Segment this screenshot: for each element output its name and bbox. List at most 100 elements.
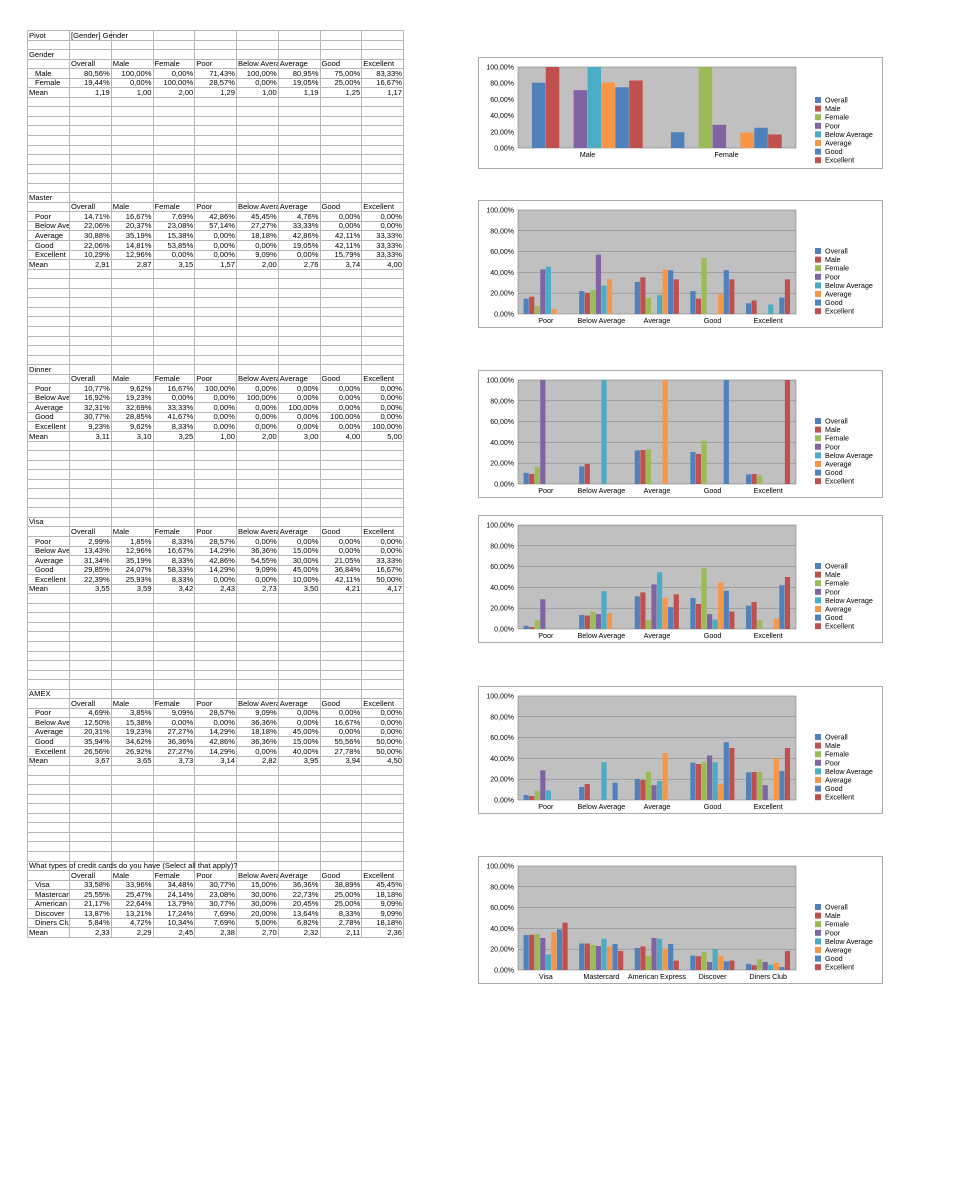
empty-cell[interactable] (236, 497, 279, 509)
empty-cell[interactable] (69, 631, 112, 642)
row-label[interactable]: Below Average (27, 220, 70, 232)
empty-cell[interactable] (152, 335, 196, 347)
empty-cell[interactable] (361, 812, 404, 824)
value-cell[interactable]: 0,00% (277, 392, 321, 404)
empty-cell[interactable] (27, 39, 70, 51)
empty-cell[interactable] (27, 870, 70, 881)
empty-cell[interactable] (319, 469, 363, 480)
empty-cell[interactable] (152, 287, 196, 299)
value-cell[interactable]: 25,93% (110, 574, 154, 585)
value-cell[interactable]: 0,00% (236, 77, 279, 89)
empty-cell[interactable] (27, 669, 70, 681)
empty-cell[interactable] (236, 306, 279, 318)
value-cell[interactable]: 20,31% (69, 726, 112, 738)
value-cell[interactable]: 0,00% (194, 574, 237, 585)
empty-cell[interactable] (277, 831, 321, 843)
mean-value[interactable]: 4,50 (361, 755, 404, 767)
empty-cell[interactable] (277, 96, 321, 108)
value-cell[interactable]: 9,09% (361, 908, 404, 919)
empty-cell[interactable] (110, 803, 154, 814)
empty-cell[interactable] (194, 345, 237, 356)
mean-label[interactable]: Mean (27, 87, 70, 98)
empty-cell[interactable] (27, 803, 70, 814)
empty-cell[interactable] (27, 641, 70, 652)
empty-cell[interactable] (361, 440, 404, 452)
value-cell[interactable]: 36,36% (152, 736, 196, 747)
row-label[interactable]: Diners Club (27, 917, 70, 929)
empty-cell[interactable] (110, 96, 154, 108)
empty-cell[interactable] (194, 784, 237, 795)
column-header[interactable]: Poor (194, 58, 237, 70)
value-cell[interactable]: 0,00% (361, 402, 404, 413)
empty-cell[interactable] (194, 774, 237, 786)
empty-cell[interactable] (69, 106, 112, 117)
empty-cell[interactable] (361, 831, 404, 843)
value-cell[interactable]: 16,92% (69, 392, 112, 404)
empty-cell[interactable] (361, 268, 404, 280)
value-cell[interactable]: 25,00% (319, 889, 363, 900)
mean-value[interactable]: 2,43 (194, 583, 237, 595)
empty-cell[interactable] (277, 602, 321, 614)
column-header[interactable]: Below Average (236, 526, 279, 537)
empty-cell[interactable] (236, 803, 279, 814)
empty-cell[interactable] (110, 49, 154, 60)
value-cell[interactable]: 0,00% (152, 68, 196, 79)
empty-cell[interactable] (194, 593, 237, 604)
empty-cell[interactable] (277, 688, 321, 700)
empty-cell[interactable] (69, 287, 112, 299)
empty-cell[interactable] (27, 58, 70, 70)
empty-cell[interactable] (361, 793, 404, 805)
empty-cell[interactable] (194, 803, 237, 814)
value-cell[interactable]: 18,18% (236, 726, 279, 738)
empty-cell[interactable] (194, 440, 237, 452)
empty-cell[interactable] (194, 135, 237, 146)
value-cell[interactable]: 17,24% (152, 908, 196, 919)
empty-cell[interactable] (361, 822, 404, 833)
value-cell[interactable]: 42,86% (277, 230, 321, 242)
empty-cell[interactable] (277, 163, 321, 175)
empty-cell[interactable] (361, 688, 404, 700)
empty-cell[interactable] (194, 182, 237, 194)
empty-cell[interactable] (361, 154, 404, 165)
value-cell[interactable]: 40,00% (277, 746, 321, 757)
value-cell[interactable]: 21,17% (69, 898, 112, 910)
value-cell[interactable]: 12,96% (110, 249, 154, 261)
column-header[interactable]: Poor (194, 373, 237, 385)
empty-cell[interactable] (194, 831, 237, 843)
empty-cell[interactable] (277, 192, 321, 203)
value-cell[interactable]: 14,29% (194, 746, 237, 757)
row-label[interactable]: Discover (27, 908, 70, 919)
empty-cell[interactable] (194, 287, 237, 299)
empty-cell[interactable] (110, 163, 154, 175)
value-cell[interactable]: 57,14% (194, 220, 237, 232)
mean-value[interactable]: 1,25 (319, 87, 363, 98)
value-cell[interactable]: 9,09% (236, 707, 279, 719)
value-cell[interactable]: 12,50% (69, 717, 112, 728)
empty-cell[interactable] (361, 516, 404, 528)
empty-cell[interactable] (110, 688, 154, 700)
empty-cell[interactable] (69, 851, 112, 862)
empty-cell[interactable] (277, 612, 321, 623)
empty-cell[interactable] (110, 39, 154, 51)
empty-cell[interactable] (27, 440, 70, 452)
value-cell[interactable]: 45,00% (277, 726, 321, 738)
empty-cell[interactable] (152, 306, 196, 318)
value-cell[interactable]: 34,62% (110, 736, 154, 747)
empty-cell[interactable] (194, 688, 237, 700)
empty-cell[interactable] (236, 488, 279, 499)
column-header[interactable]: Overall (69, 58, 112, 70)
empty-cell[interactable] (152, 345, 196, 356)
column-header[interactable]: Average (277, 698, 321, 709)
mean-value[interactable]: 3,42 (152, 583, 196, 595)
value-cell[interactable]: 31,34% (69, 555, 112, 566)
value-cell[interactable]: 16,67% (361, 77, 404, 89)
empty-cell[interactable] (152, 507, 196, 518)
value-cell[interactable]: 22,39% (69, 574, 112, 585)
empty-cell[interactable] (319, 621, 363, 633)
empty-cell[interactable] (319, 688, 363, 700)
empty-cell[interactable] (152, 851, 196, 862)
empty-cell[interactable] (236, 316, 279, 327)
value-cell[interactable]: 0,00% (361, 726, 404, 738)
value-cell[interactable]: 0,00% (319, 421, 363, 432)
empty-cell[interactable] (152, 516, 196, 528)
